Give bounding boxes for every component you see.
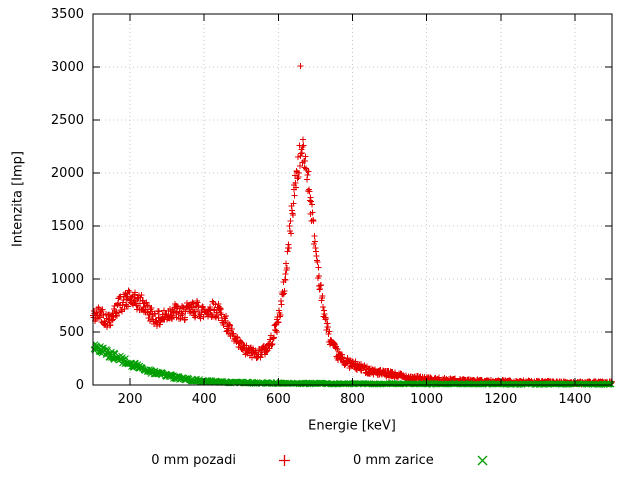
x-axis-title: Energie [keV] xyxy=(308,418,396,434)
legend: 0 mm pozadi 0 mm zarice xyxy=(0,453,640,468)
svg-text:200: 200 xyxy=(118,392,143,407)
legend-label-zarice: 0 mm zarice xyxy=(352,453,434,468)
legend-entry-pozadi: 0 mm pozadi xyxy=(151,453,291,468)
svg-text:3000: 3000 xyxy=(51,60,84,75)
svg-text:1200: 1200 xyxy=(484,392,517,407)
y-axis-title: Intenzita [Imp] xyxy=(10,151,26,247)
svg-text:1000: 1000 xyxy=(410,392,443,407)
svg-text:3500: 3500 xyxy=(51,7,84,22)
svg-text:800: 800 xyxy=(340,392,365,407)
svg-text:400: 400 xyxy=(192,392,217,407)
svg-text:2000: 2000 xyxy=(51,166,84,181)
legend-entry-zarice: 0 mm zarice xyxy=(353,453,489,468)
legend-label-pozadi: 0 mm pozadi xyxy=(151,453,236,468)
legend-cross-icon xyxy=(476,454,489,467)
svg-text:600: 600 xyxy=(266,392,291,407)
svg-text:2500: 2500 xyxy=(51,113,84,128)
svg-text:500: 500 xyxy=(59,325,84,340)
svg-text:1500: 1500 xyxy=(51,219,84,234)
svg-text:1000: 1000 xyxy=(51,272,84,287)
svg-text:1400: 1400 xyxy=(558,392,591,407)
svg-text:0: 0 xyxy=(76,378,84,393)
legend-plus-icon xyxy=(278,454,291,467)
